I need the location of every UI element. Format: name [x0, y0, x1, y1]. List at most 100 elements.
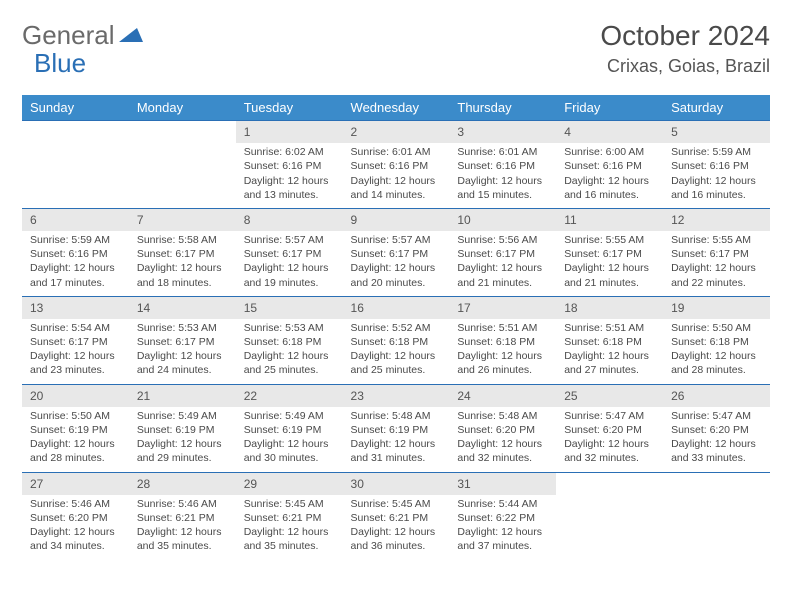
- sunset-line: Sunset: 6:20 PM: [564, 423, 655, 437]
- day-number-cell: [556, 472, 663, 495]
- day-content-cell: Sunrise: 5:57 AMSunset: 6:17 PMDaylight:…: [343, 231, 450, 296]
- day-number-cell: 15: [236, 296, 343, 319]
- daylight-line: Daylight: 12 hours and 23 minutes.: [30, 349, 121, 377]
- day-number-cell: 27: [22, 472, 129, 495]
- daylight-line: Daylight: 12 hours and 35 minutes.: [244, 525, 335, 553]
- sunrise-line: Sunrise: 5:45 AM: [351, 497, 442, 511]
- sunrise-line: Sunrise: 5:48 AM: [457, 409, 548, 423]
- day-content-cell: Sunrise: 5:45 AMSunset: 6:21 PMDaylight:…: [343, 495, 450, 560]
- sunrise-line: Sunrise: 5:48 AM: [351, 409, 442, 423]
- logo-triangle-icon: [119, 20, 145, 51]
- sunset-line: Sunset: 6:20 PM: [671, 423, 762, 437]
- day-content-cell: Sunrise: 5:46 AMSunset: 6:20 PMDaylight:…: [22, 495, 129, 560]
- day-number-cell: 4: [556, 121, 663, 144]
- sunrise-line: Sunrise: 5:58 AM: [137, 233, 228, 247]
- sunrise-line: Sunrise: 5:54 AM: [30, 321, 121, 335]
- day-content-cell: Sunrise: 5:47 AMSunset: 6:20 PMDaylight:…: [556, 407, 663, 472]
- day-content-cell: Sunrise: 5:53 AMSunset: 6:18 PMDaylight:…: [236, 319, 343, 384]
- daylight-line: Daylight: 12 hours and 34 minutes.: [30, 525, 121, 553]
- day-number-cell: 1: [236, 121, 343, 144]
- daylight-line: Daylight: 12 hours and 30 minutes.: [244, 437, 335, 465]
- day-content-cell: Sunrise: 5:55 AMSunset: 6:17 PMDaylight:…: [556, 231, 663, 296]
- day-content-cell: Sunrise: 5:46 AMSunset: 6:21 PMDaylight:…: [129, 495, 236, 560]
- sunset-line: Sunset: 6:16 PM: [244, 159, 335, 173]
- sunrise-line: Sunrise: 5:50 AM: [30, 409, 121, 423]
- day-number-cell: 17: [449, 296, 556, 319]
- daylight-line: Daylight: 12 hours and 27 minutes.: [564, 349, 655, 377]
- day-number-cell: 13: [22, 296, 129, 319]
- day-content-cell: Sunrise: 5:48 AMSunset: 6:19 PMDaylight:…: [343, 407, 450, 472]
- day-content-cell: [22, 143, 129, 208]
- day-number-cell: [129, 121, 236, 144]
- day-content-cell: Sunrise: 5:52 AMSunset: 6:18 PMDaylight:…: [343, 319, 450, 384]
- header: General October 2024 Crixas, Goias, Braz…: [22, 20, 770, 77]
- sunset-line: Sunset: 6:17 PM: [244, 247, 335, 261]
- sunrise-line: Sunrise: 5:52 AM: [351, 321, 442, 335]
- day-number-cell: 25: [556, 384, 663, 407]
- daylight-line: Daylight: 12 hours and 29 minutes.: [137, 437, 228, 465]
- day-number-cell: 30: [343, 472, 450, 495]
- sunset-line: Sunset: 6:18 PM: [351, 335, 442, 349]
- daylight-line: Daylight: 12 hours and 16 minutes.: [564, 174, 655, 202]
- day-number-cell: 28: [129, 472, 236, 495]
- title-block: October 2024 Crixas, Goias, Brazil: [600, 20, 770, 77]
- sunrise-line: Sunrise: 5:46 AM: [30, 497, 121, 511]
- day-header: Friday: [556, 95, 663, 121]
- sunrise-line: Sunrise: 5:49 AM: [137, 409, 228, 423]
- day-number-cell: 24: [449, 384, 556, 407]
- sunrise-line: Sunrise: 5:47 AM: [671, 409, 762, 423]
- daylight-line: Daylight: 12 hours and 32 minutes.: [457, 437, 548, 465]
- day-content-cell: Sunrise: 6:01 AMSunset: 6:16 PMDaylight:…: [343, 143, 450, 208]
- day-content-cell: Sunrise: 5:59 AMSunset: 6:16 PMDaylight:…: [663, 143, 770, 208]
- day-number-cell: 8: [236, 208, 343, 231]
- week-content-row: Sunrise: 5:46 AMSunset: 6:20 PMDaylight:…: [22, 495, 770, 560]
- sunset-line: Sunset: 6:18 PM: [564, 335, 655, 349]
- daylight-line: Daylight: 12 hours and 16 minutes.: [671, 174, 762, 202]
- sunset-line: Sunset: 6:17 PM: [351, 247, 442, 261]
- day-content-cell: Sunrise: 5:59 AMSunset: 6:16 PMDaylight:…: [22, 231, 129, 296]
- daylight-line: Daylight: 12 hours and 18 minutes.: [137, 261, 228, 289]
- calendar-table: SundayMondayTuesdayWednesdayThursdayFrid…: [22, 95, 770, 559]
- daylight-line: Daylight: 12 hours and 33 minutes.: [671, 437, 762, 465]
- daylight-line: Daylight: 12 hours and 20 minutes.: [351, 261, 442, 289]
- sunset-line: Sunset: 6:17 PM: [30, 335, 121, 349]
- daylight-line: Daylight: 12 hours and 25 minutes.: [244, 349, 335, 377]
- week-content-row: Sunrise: 6:02 AMSunset: 6:16 PMDaylight:…: [22, 143, 770, 208]
- sunset-line: Sunset: 6:18 PM: [457, 335, 548, 349]
- sunrise-line: Sunrise: 5:51 AM: [457, 321, 548, 335]
- sunrise-line: Sunrise: 5:55 AM: [671, 233, 762, 247]
- daylight-line: Daylight: 12 hours and 24 minutes.: [137, 349, 228, 377]
- daylight-line: Daylight: 12 hours and 36 minutes.: [351, 525, 442, 553]
- daylight-line: Daylight: 12 hours and 15 minutes.: [457, 174, 548, 202]
- day-content-cell: Sunrise: 6:01 AMSunset: 6:16 PMDaylight:…: [449, 143, 556, 208]
- day-header: Wednesday: [343, 95, 450, 121]
- day-content-cell: Sunrise: 5:56 AMSunset: 6:17 PMDaylight:…: [449, 231, 556, 296]
- day-content-cell: Sunrise: 6:02 AMSunset: 6:16 PMDaylight:…: [236, 143, 343, 208]
- sunrise-line: Sunrise: 5:53 AM: [137, 321, 228, 335]
- daylight-line: Daylight: 12 hours and 26 minutes.: [457, 349, 548, 377]
- sunrise-line: Sunrise: 5:56 AM: [457, 233, 548, 247]
- week-daynum-row: 13141516171819: [22, 296, 770, 319]
- day-number-cell: 23: [343, 384, 450, 407]
- day-number-cell: 11: [556, 208, 663, 231]
- week-daynum-row: 6789101112: [22, 208, 770, 231]
- daylight-line: Daylight: 12 hours and 32 minutes.: [564, 437, 655, 465]
- location-text: Crixas, Goias, Brazil: [600, 56, 770, 77]
- sunset-line: Sunset: 6:18 PM: [671, 335, 762, 349]
- daylight-line: Daylight: 12 hours and 14 minutes.: [351, 174, 442, 202]
- daylight-line: Daylight: 12 hours and 19 minutes.: [244, 261, 335, 289]
- sunrise-line: Sunrise: 5:51 AM: [564, 321, 655, 335]
- day-number-cell: 7: [129, 208, 236, 231]
- day-number-cell: [663, 472, 770, 495]
- day-header: Saturday: [663, 95, 770, 121]
- day-number-cell: 5: [663, 121, 770, 144]
- daylight-line: Daylight: 12 hours and 25 minutes.: [351, 349, 442, 377]
- day-content-cell: Sunrise: 5:47 AMSunset: 6:20 PMDaylight:…: [663, 407, 770, 472]
- sunrise-line: Sunrise: 6:00 AM: [564, 145, 655, 159]
- sunset-line: Sunset: 6:21 PM: [137, 511, 228, 525]
- sunset-line: Sunset: 6:17 PM: [564, 247, 655, 261]
- day-content-cell: Sunrise: 5:50 AMSunset: 6:19 PMDaylight:…: [22, 407, 129, 472]
- sunrise-line: Sunrise: 6:01 AM: [351, 145, 442, 159]
- sunset-line: Sunset: 6:17 PM: [671, 247, 762, 261]
- month-title: October 2024: [600, 20, 770, 52]
